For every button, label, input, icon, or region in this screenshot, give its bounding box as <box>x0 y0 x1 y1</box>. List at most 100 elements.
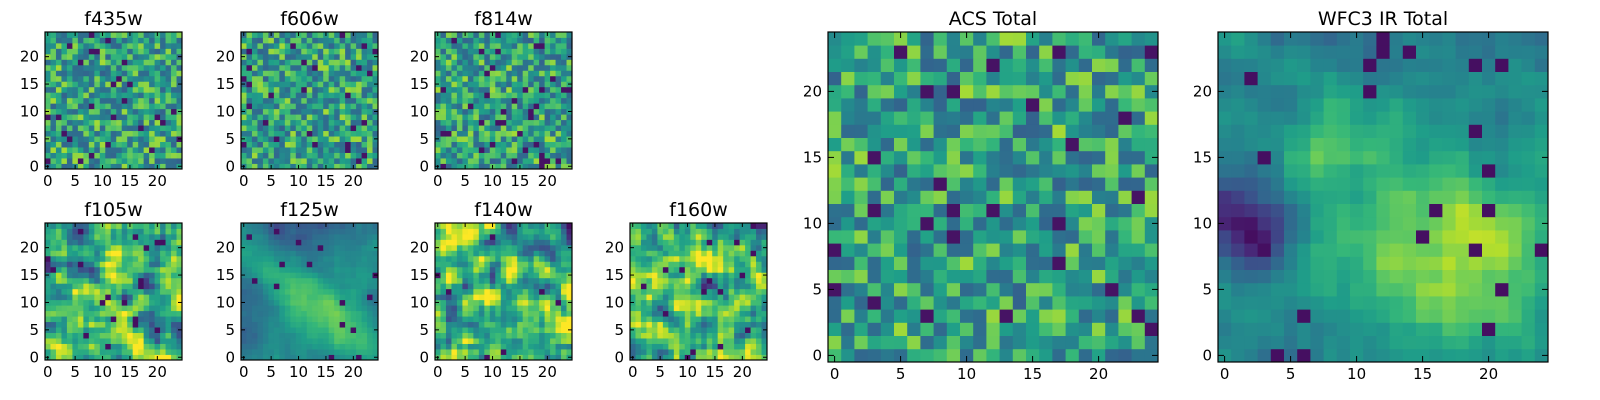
heatmap-cell <box>318 344 324 350</box>
heatmap-cell <box>149 76 155 82</box>
heatmap-cell <box>356 98 362 104</box>
heatmap-cell <box>318 114 324 120</box>
heatmap-cell <box>473 267 479 273</box>
heatmap-cell <box>116 92 122 98</box>
heatmap-cell <box>440 289 446 295</box>
heatmap-cell <box>479 76 485 82</box>
heatmap-cell <box>285 234 291 240</box>
heatmap-cell <box>446 87 452 93</box>
heatmap-cell <box>367 327 373 333</box>
heatmap-cell <box>122 109 128 115</box>
heatmap-cell <box>440 267 446 273</box>
heatmap-cell <box>345 109 351 115</box>
heatmap-cell <box>329 283 335 289</box>
heatmap-cell <box>685 245 691 251</box>
heatmap-cell <box>362 125 368 131</box>
heatmap-cell <box>712 327 718 333</box>
heatmap-cell <box>495 223 501 229</box>
heatmap-cell <box>740 256 746 262</box>
heatmap-cell <box>646 272 652 278</box>
heatmap-cell <box>279 37 285 43</box>
heatmap-cell <box>523 87 529 93</box>
heatmap-cell <box>122 54 128 60</box>
heatmap-cell <box>894 164 908 178</box>
heatmap-cell <box>296 294 302 300</box>
heatmap-cell <box>490 272 496 278</box>
heatmap-cell <box>252 136 258 142</box>
heatmap-cell <box>490 228 496 234</box>
heatmap-cell <box>45 283 51 289</box>
x-tick-label: 5 <box>266 172 276 190</box>
heatmap-cell <box>61 272 67 278</box>
heatmap-cell <box>740 278 746 284</box>
heatmap-cell <box>329 70 335 76</box>
heatmap-cell <box>556 349 562 355</box>
heatmap-cell <box>947 322 961 336</box>
heatmap-cell <box>340 103 346 109</box>
heatmap-cell <box>707 239 713 245</box>
heatmap-cell <box>263 327 269 333</box>
heatmap-cell <box>657 333 663 339</box>
heatmap-cell <box>550 228 556 234</box>
heatmap-cell <box>307 92 313 98</box>
heatmap-cell <box>171 54 177 60</box>
heatmap-cell <box>435 98 441 104</box>
heatmap-cell <box>323 294 329 300</box>
heatmap-cell <box>881 164 895 178</box>
heatmap-cell <box>468 32 474 38</box>
heatmap-cell <box>545 153 551 159</box>
heatmap-cell <box>171 338 177 344</box>
heatmap-cell <box>50 70 56 76</box>
heatmap-cell <box>301 327 307 333</box>
heatmap-cell <box>72 48 78 54</box>
heatmap-cell <box>517 305 523 311</box>
heatmap-cell <box>841 177 855 191</box>
heatmap-cell <box>138 37 144 43</box>
heatmap-cell <box>116 294 122 300</box>
heatmap-cell <box>334 120 340 126</box>
heatmap-cell <box>920 349 934 363</box>
heatmap-cell <box>556 131 562 137</box>
heatmap-cell <box>127 272 133 278</box>
heatmap-cell <box>105 136 111 142</box>
heatmap-cell <box>367 87 373 93</box>
heatmap-cell <box>440 228 446 234</box>
heatmap-cell <box>67 256 73 262</box>
heatmap-cell <box>501 136 507 142</box>
heatmap-cell <box>116 316 122 322</box>
heatmap-cell <box>1118 190 1132 204</box>
heatmap-cell <box>105 59 111 65</box>
heatmap-cell <box>1026 190 1040 204</box>
heatmap-cell <box>329 158 335 164</box>
heatmap-cell <box>94 114 100 120</box>
heatmap-cell <box>351 305 357 311</box>
heatmap-cell <box>1000 296 1014 310</box>
heatmap-cell <box>495 294 501 300</box>
heatmap-cell <box>495 300 501 306</box>
heatmap-cell <box>451 322 457 328</box>
heatmap-cell <box>696 311 702 317</box>
heatmap-cell <box>356 283 362 289</box>
heatmap-cell <box>468 344 474 350</box>
heatmap-cell <box>523 267 529 273</box>
heatmap-cell <box>122 267 128 273</box>
heatmap-cell <box>241 125 247 131</box>
heatmap-cell <box>296 289 302 295</box>
heatmap-cell <box>268 81 274 87</box>
heatmap-cell <box>94 125 100 131</box>
heatmap-cell <box>50 114 56 120</box>
heatmap-cell <box>122 349 128 355</box>
heatmap-cell <box>116 344 122 350</box>
heatmap-cell <box>155 120 161 126</box>
heatmap-cell <box>127 131 133 137</box>
heatmap-cell <box>351 109 357 115</box>
heatmap-cell <box>329 338 335 344</box>
heatmap-cell <box>285 54 291 60</box>
heatmap-cell <box>707 344 713 350</box>
heatmap-cell <box>468 316 474 322</box>
heatmap-cell <box>484 43 490 49</box>
heatmap-cell <box>1026 296 1040 310</box>
heatmap-cell <box>351 300 357 306</box>
heatmap-cell <box>246 322 252 328</box>
heatmap-cell <box>116 239 122 245</box>
